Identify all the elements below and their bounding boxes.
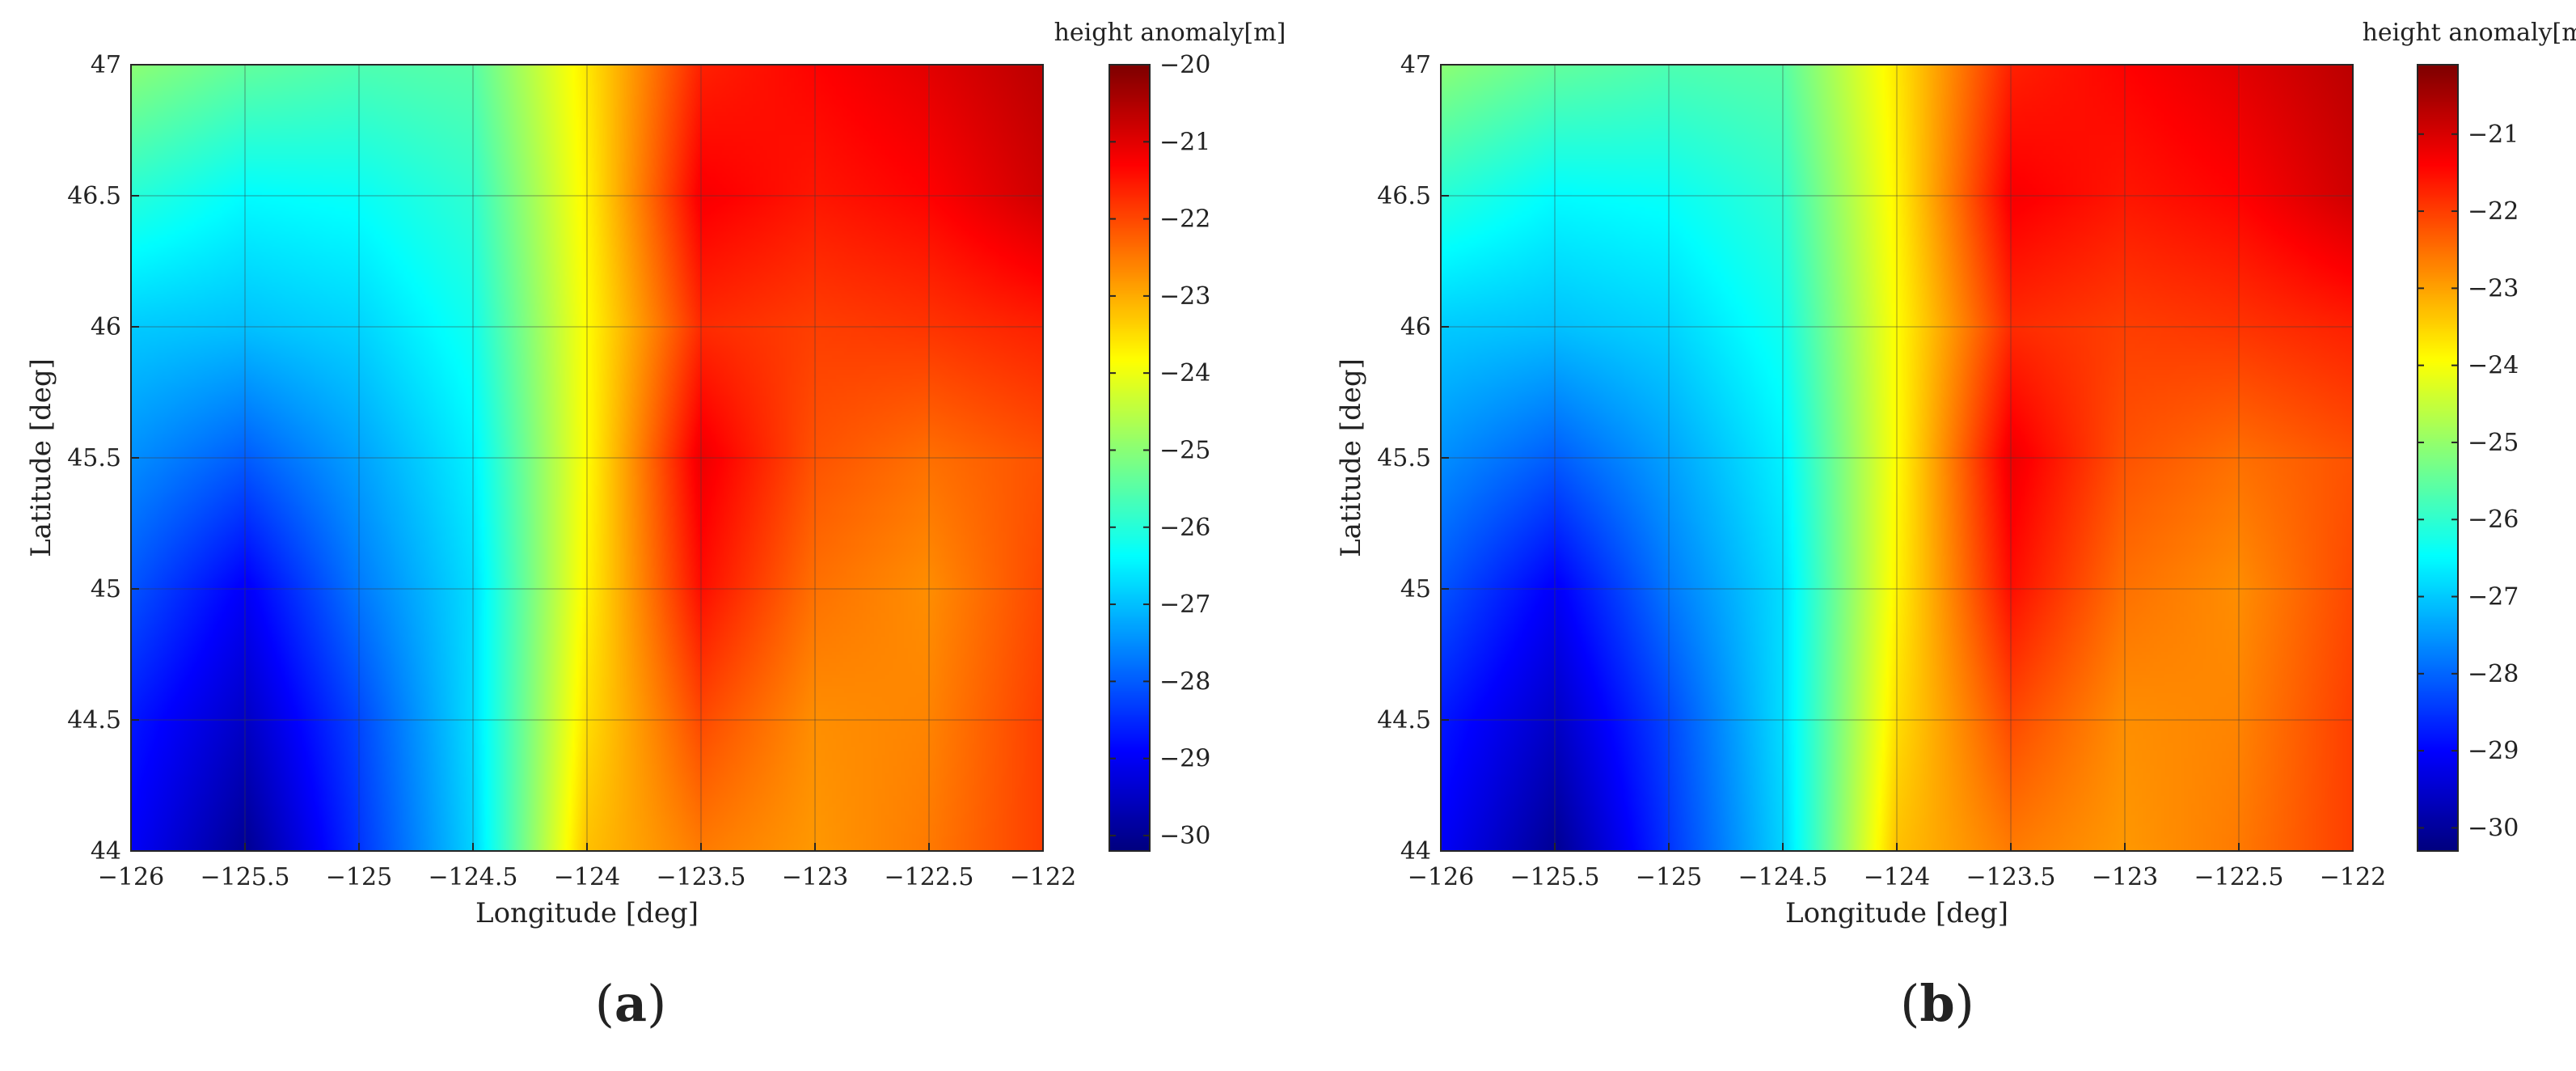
panel-label: (a) [595, 974, 667, 1033]
colorbar-frame [2417, 64, 2459, 852]
x-tick-label: −125 [326, 863, 392, 891]
x-tick-label: −123.5 [656, 863, 745, 891]
x-tick-label: −123 [2092, 863, 2158, 891]
x-tick-label: −122.5 [2194, 863, 2283, 891]
chart-panel-a: −126 −125.5 −125 −124.5 −124 −123.5 −123 −122.5… [25, 19, 1286, 1033]
y-tick-label: 46.5 [1377, 182, 1431, 210]
colorbar-tick-label: −22 [2468, 197, 2519, 226]
x-tick-label: −124 [554, 863, 620, 891]
x-axis-label: Longitude [deg] [1785, 897, 2008, 929]
colorbar-gradient [2418, 65, 2458, 851]
y-tick-label: 46 [1400, 313, 1431, 341]
colorbar-tick-label: −21 [1159, 128, 1210, 156]
colorbar-tick-label: −28 [1159, 667, 1210, 696]
colorbar-tick-label: −21 [2468, 121, 2519, 149]
x-tick-label: −126 [1408, 863, 1474, 891]
colorbar-tick-label: −25 [1159, 436, 1210, 464]
y-tick-label: 44 [91, 837, 121, 866]
x-tick-label: −122 [2320, 863, 2386, 891]
colorbar-tick-label: −30 [2468, 814, 2519, 842]
y-axis-label: Latitude [deg] [25, 358, 57, 557]
x-tick-label: −125 [1636, 863, 1702, 891]
colorbar-tick-label: −25 [2468, 429, 2519, 457]
x-tick-label: −124.5 [428, 863, 517, 891]
panel-label-open: ( [595, 974, 614, 1033]
colorbar-tick-label: −20 [1159, 51, 1210, 79]
colorbar-tick-label: −29 [2468, 737, 2519, 765]
y-tick-label: 45 [91, 575, 121, 603]
y-tick-label: 45 [1400, 575, 1431, 603]
colorbar-tick-label: −26 [1159, 514, 1210, 542]
colorbar-tick-label: −24 [2468, 352, 2519, 380]
y-axis-label: Latitude [deg] [1335, 358, 1367, 557]
colorbar-tick-label: −23 [2468, 274, 2519, 303]
colorbar-tick-label: −24 [1159, 359, 1210, 387]
panel-label-close: ) [647, 974, 666, 1033]
colorbar-tick-label: −30 [1159, 822, 1210, 850]
x-tick-label: −122.5 [884, 863, 973, 891]
x-tick-label: −123.5 [1966, 863, 2055, 891]
colorbar-tick-label: −27 [1159, 591, 1210, 619]
colorbar-tick-label: −29 [1159, 745, 1210, 773]
panel-label-letter: a [614, 974, 647, 1033]
panel-label-open: ( [1900, 974, 1919, 1033]
x-axis-label: Longitude [deg] [475, 897, 699, 929]
colorbar-tick-label: −27 [2468, 583, 2519, 612]
y-tick-label: 45.5 [1377, 444, 1431, 472]
x-tick-label: −126 [98, 863, 164, 891]
colorbar-tick-label: −26 [2468, 506, 2519, 534]
x-tick-label: −123 [782, 863, 848, 891]
x-tick-label: −122 [1010, 863, 1076, 891]
panel-label: (b) [1900, 974, 1974, 1033]
colorbar-tick-label: −22 [1159, 205, 1210, 234]
y-tick-label: 47 [1400, 51, 1431, 79]
chart-panel-b: −126 −125.5 −125 −124.5 −124 −123.5 −123 −122.5… [1335, 19, 2576, 1033]
y-tick-label: 44.5 [1377, 706, 1431, 734]
y-tick-label: 45.5 [67, 444, 121, 472]
colorbar-tick-label: −28 [2468, 660, 2519, 688]
x-tick-label: −124 [1864, 863, 1930, 891]
colorbar-title: height anomaly[m] [1054, 19, 1286, 47]
panel-label-letter: b [1919, 974, 1954, 1033]
x-tick-label: −124.5 [1738, 863, 1827, 891]
heatmap-field [1441, 65, 2353, 851]
y-tick-label: 44.5 [67, 706, 121, 734]
colorbar-title: height anomaly[m] [2363, 19, 2576, 47]
colorbar-frame [1109, 64, 1151, 852]
colorbar-tick-label: −23 [1159, 282, 1210, 311]
heatmap-field [131, 65, 1043, 851]
colorbar-gradient [1109, 65, 1150, 851]
y-tick-label: 46 [91, 313, 121, 341]
x-tick-label: −125.5 [1510, 863, 1599, 891]
y-tick-label: 44 [1400, 837, 1431, 866]
y-tick-label: 47 [91, 51, 121, 79]
panel-label-close: ) [1955, 974, 1974, 1033]
x-tick-label: −125.5 [200, 863, 289, 891]
y-tick-label: 46.5 [67, 182, 121, 210]
